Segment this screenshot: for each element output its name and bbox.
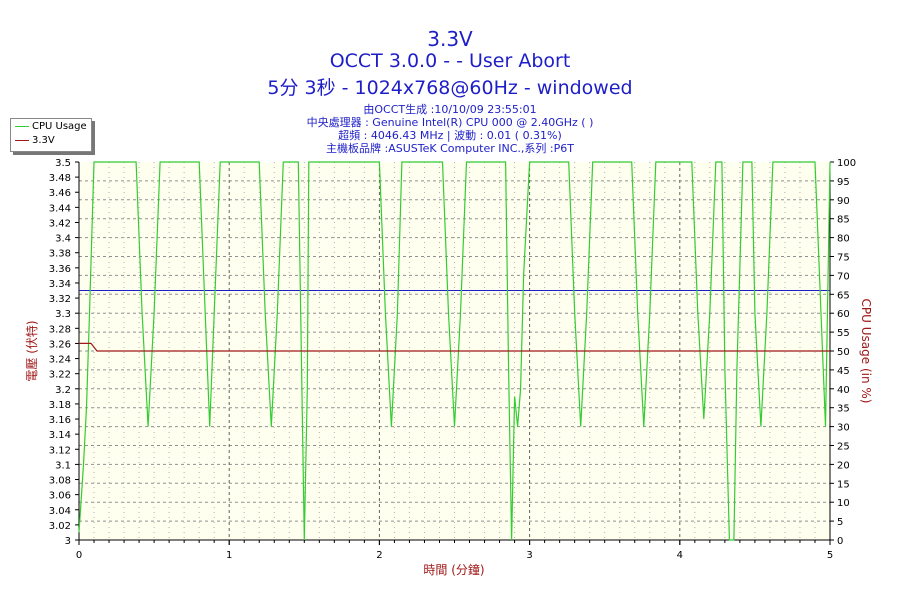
y-left-tick-label: 3.44 bbox=[49, 203, 71, 214]
y-right-tick-label: 50 bbox=[837, 347, 850, 358]
y-left-tick-label: 3.5 bbox=[55, 158, 71, 169]
y-left-tick-label: 3.14 bbox=[49, 430, 71, 441]
y-right-tick-label: 80 bbox=[837, 234, 850, 245]
x-tick-label: 0 bbox=[76, 550, 82, 561]
y-right-tick-label: 30 bbox=[837, 423, 850, 434]
y-right-tick-label: 85 bbox=[837, 215, 850, 226]
y-right-tick-label: 35 bbox=[837, 404, 850, 415]
chart-subtitle-1: OCCT 3.0.0 - - User Abort bbox=[329, 50, 571, 72]
series-3-3v-line bbox=[79, 342, 830, 352]
y-left-tick-label: 3.06 bbox=[49, 491, 71, 502]
legend-swatch-cpu-usage bbox=[15, 125, 29, 127]
y-right-tick-label: 45 bbox=[837, 366, 850, 377]
x-tick-label: 1 bbox=[226, 550, 232, 561]
x-tick-label: 2 bbox=[376, 550, 382, 561]
y-left-tick-label: 3.3 bbox=[55, 309, 71, 320]
y-right-tick-label: 75 bbox=[837, 253, 850, 264]
chart-subtitle-2: 5分 3秒 - 1024x768@60Hz - windowed bbox=[267, 77, 633, 99]
y-right-tick-label: 10 bbox=[837, 498, 850, 509]
y-left-tick-label: 3.46 bbox=[49, 188, 71, 199]
y-right-tick-label: 25 bbox=[837, 442, 850, 453]
y-right-tick-label: 5 bbox=[837, 517, 843, 528]
y-axis-left-label: 電壓 (伏特) bbox=[24, 320, 39, 381]
y-left-tick-label: 3 bbox=[65, 536, 71, 547]
y-left-tick-label: 3.18 bbox=[49, 400, 71, 411]
grid-lines bbox=[79, 162, 830, 540]
info-overclock: 超頻 : 4046.43 MHz | 波動 : 0.01 ( 0.31%) bbox=[338, 129, 562, 142]
y-left-tick-label: 3.02 bbox=[49, 521, 71, 532]
y-left-tick-label: 3.48 bbox=[49, 173, 71, 184]
x-tick-label: 4 bbox=[677, 550, 683, 561]
info-generated: 由OCCT生成 :10/10/09 23:55:01 bbox=[363, 103, 537, 116]
legend: CPU Usage 3.3V bbox=[10, 118, 92, 152]
x-tick-label: 3 bbox=[526, 550, 532, 561]
x-tick-label: 5 bbox=[827, 550, 833, 561]
y-right-tick-label: 95 bbox=[837, 177, 850, 188]
y-left-tick-label: 3.16 bbox=[49, 415, 71, 426]
y-left-tick-label: 3.1 bbox=[55, 460, 71, 471]
y-right-tick-label: 90 bbox=[837, 196, 850, 207]
y-left-tick-label: 3.2 bbox=[55, 385, 71, 396]
x-axis-label: 時間 (分鐘) bbox=[423, 562, 484, 577]
legend-label-cpu-usage: CPU Usage bbox=[32, 121, 87, 132]
y-left-tick-label: 3.28 bbox=[49, 324, 71, 335]
legend-swatch-3-3v bbox=[15, 139, 29, 141]
info-motherboard: 主機板品牌 :ASUSTeK Computer INC.,系列 :P6T bbox=[326, 142, 574, 155]
series-cpu-usage-line bbox=[78, 161, 831, 541]
y-left-tick-label: 3.08 bbox=[49, 476, 71, 487]
y-left-tick-label: 3.36 bbox=[49, 264, 71, 275]
y-right-tick-label: 70 bbox=[837, 271, 850, 282]
y-left-tick-label: 3.34 bbox=[49, 279, 71, 290]
y-right-tick-label: 20 bbox=[837, 460, 850, 471]
y-left-tick-label: 3.22 bbox=[49, 370, 71, 381]
info-cpu: 中央處理器 : Genuine Intel(R) CPU 000 @ 2.40G… bbox=[306, 116, 594, 129]
legend-item-3-3v: 3.3V bbox=[15, 135, 55, 149]
legend-item-cpu-usage: CPU Usage bbox=[15, 121, 87, 135]
legend-label-3-3v: 3.3V bbox=[32, 135, 55, 146]
y-right-tick-label: 65 bbox=[837, 290, 850, 301]
y-right-tick-label: 100 bbox=[837, 158, 856, 169]
y-right-tick-label: 40 bbox=[837, 385, 850, 396]
y-axis-right-label: CPU Usage (in %) bbox=[859, 299, 873, 404]
y-right-tick-label: 15 bbox=[837, 479, 850, 490]
y-right-tick-label: 60 bbox=[837, 309, 850, 320]
y-left-tick-label: 3.42 bbox=[49, 218, 71, 229]
series-layer bbox=[78, 161, 831, 541]
y-left-tick-label: 3.04 bbox=[49, 506, 71, 517]
y-right-tick-label: 0 bbox=[837, 536, 843, 547]
y-left-tick-label: 3.38 bbox=[49, 249, 71, 260]
y-left-tick-label: 3.12 bbox=[49, 445, 71, 456]
y-left-tick-label: 3.32 bbox=[49, 294, 71, 305]
ticks: 0510152025303540455055606570758085909510… bbox=[49, 158, 856, 561]
y-right-tick-label: 55 bbox=[837, 328, 850, 339]
chart-title: 3.3V bbox=[427, 27, 473, 51]
y-left-tick-label: 3.24 bbox=[49, 355, 71, 366]
y-left-tick-label: 3.4 bbox=[55, 234, 71, 245]
y-left-tick-label: 3.26 bbox=[49, 339, 71, 350]
